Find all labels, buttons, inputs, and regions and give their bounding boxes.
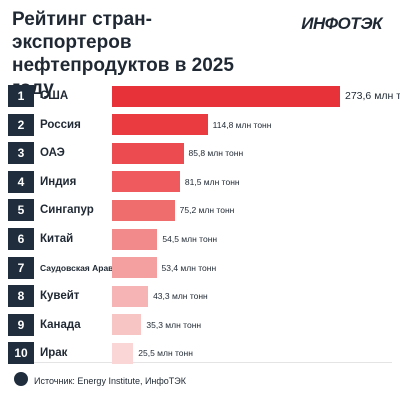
value-label: 114,8 млн тонн (212, 119, 272, 130)
value-label: 75,2 млн тонн (179, 205, 235, 216)
category-label: Канада (40, 318, 81, 331)
category-label: США (40, 90, 69, 102)
bar (112, 228, 158, 250)
logo: ИНФОТЭК (301, 14, 382, 33)
rank-badge: 8 (8, 285, 34, 308)
rank-badge: 7 (8, 256, 34, 279)
bar (112, 199, 175, 221)
value-label: 81,5 млн тонн (184, 176, 240, 187)
bar (112, 171, 180, 193)
rank-badge: 3 (8, 142, 34, 165)
value-label: 43,3 млн тонн (153, 291, 208, 302)
value-label: 85,8 млн тонн (188, 148, 244, 159)
rank-badge: 2 (8, 113, 34, 136)
category-label: ОАЭ (40, 147, 65, 160)
bar (112, 142, 184, 164)
rank-badge: 6 (8, 228, 34, 250)
value-label: 273,6 млн тонн (345, 90, 400, 102)
rank-badge: 1 (8, 85, 34, 107)
source-icon (14, 372, 28, 386)
category-label: Саудовская Аравия (40, 262, 124, 273)
value-label: 54,5 млн тонн (162, 234, 218, 244)
value-label: 25,5 млн тонн (138, 348, 193, 359)
bar (112, 85, 340, 107)
category-label: Китай (40, 233, 74, 245)
rank-badge: 4 (8, 170, 34, 193)
divider (8, 362, 392, 363)
rank-badge: 5 (8, 199, 34, 222)
bar (112, 257, 157, 279)
bar (112, 114, 208, 136)
category-label: Сингапур (40, 204, 94, 217)
bar (112, 285, 149, 307)
value-label: 35,3 млн тонн (146, 319, 202, 330)
source: Источник: Energy Institute, ИнфоТЭК (34, 376, 187, 386)
rank-badge: 9 (8, 313, 34, 336)
bar (112, 314, 142, 336)
rank-badge: 10 (8, 342, 34, 365)
category-label: Индия (40, 175, 77, 188)
bar (112, 342, 134, 364)
category-label: Россия (40, 118, 81, 131)
category-label: Кувейт (40, 290, 80, 303)
value-label: 53,4 млн тонн (161, 262, 217, 273)
category-label: Ирак (40, 347, 68, 360)
